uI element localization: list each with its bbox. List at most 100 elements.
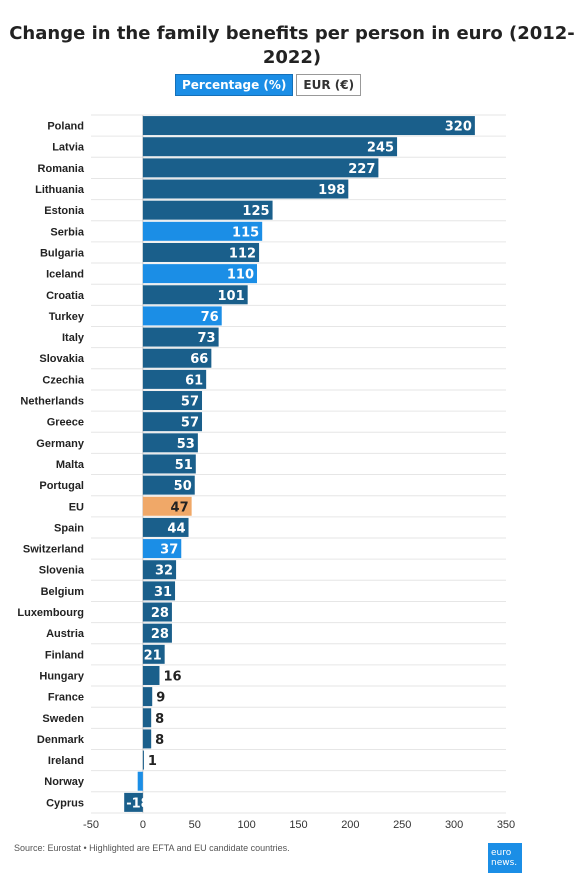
bar	[142, 116, 475, 136]
data-label: 110	[227, 268, 254, 283]
category-label: Greece	[47, 417, 84, 429]
data-label: 227	[348, 162, 375, 177]
category-label: Malta	[56, 459, 85, 471]
x-tick-label: 50	[189, 819, 201, 831]
category-label: Poland	[47, 121, 84, 133]
logo-line1: euro	[491, 848, 512, 858]
category-label: Finland	[45, 649, 84, 661]
bar	[142, 348, 212, 368]
bar	[142, 708, 152, 728]
data-label: 8	[155, 733, 164, 748]
category-label: Estonia	[44, 205, 85, 217]
bar	[142, 433, 198, 453]
euronews-logo: euro news.	[488, 843, 522, 873]
bar	[142, 729, 152, 749]
data-label: 9	[156, 691, 165, 706]
category-label: Spain	[54, 522, 84, 534]
data-label: 28	[151, 627, 169, 642]
category-label: Lithuania	[35, 184, 85, 196]
bar	[142, 644, 165, 664]
percentage-toggle-button[interactable]: Percentage (%)	[175, 74, 294, 96]
bar	[142, 179, 349, 199]
bar	[142, 602, 172, 622]
source-note: Source: Eurostat • Highlighted are EFTA …	[14, 843, 290, 853]
data-label: 28	[151, 606, 169, 621]
eur-toggle-button[interactable]: EUR (€)	[296, 74, 362, 96]
category-label: Switzerland	[23, 544, 84, 556]
category-label: Bulgaria	[40, 247, 85, 259]
data-label: 66	[190, 352, 208, 367]
category-label: Turkey	[49, 311, 85, 323]
bar	[142, 560, 177, 580]
x-tick-label: 300	[445, 819, 463, 831]
category-label: Serbia	[50, 226, 85, 238]
category-label: Croatia	[46, 290, 85, 302]
data-label: 21	[144, 648, 162, 663]
x-tick-label: -50	[83, 819, 99, 831]
x-tick-label: 200	[341, 819, 359, 831]
data-label: 50	[174, 479, 192, 494]
data-label: 73	[198, 331, 216, 346]
bar	[124, 792, 143, 812]
category-label: Romania	[38, 163, 85, 175]
data-label: 53	[177, 437, 195, 452]
data-label: 112	[229, 246, 256, 261]
bar	[142, 327, 219, 347]
category-label: Norway	[44, 776, 85, 788]
bar	[142, 306, 222, 326]
x-tick-label: 250	[393, 819, 411, 831]
category-label: Germany	[36, 438, 85, 450]
bar	[142, 539, 182, 559]
bar	[142, 581, 176, 601]
bar	[142, 200, 273, 220]
data-label: 32	[155, 564, 173, 579]
category-label: France	[48, 692, 84, 704]
category-label: Denmark	[37, 734, 85, 746]
data-label: 8	[155, 712, 164, 727]
x-tick-label: 100	[237, 819, 255, 831]
category-label: Belgium	[41, 586, 85, 598]
bar	[142, 158, 379, 178]
unit-toggle-group: Percentage (%) EUR (€)	[175, 74, 362, 96]
data-label: 44	[167, 521, 185, 536]
bar	[142, 369, 207, 389]
category-label: Iceland	[46, 269, 84, 281]
bar	[142, 475, 195, 495]
chart-title: Change in the family benefits per person…	[9, 23, 575, 68]
data-label: 125	[242, 204, 269, 219]
bar	[142, 285, 248, 305]
bar	[142, 750, 144, 770]
category-label: Hungary	[39, 670, 85, 682]
category-label: EU	[69, 501, 84, 513]
bar	[142, 412, 203, 432]
data-label: 320	[445, 120, 472, 135]
category-label: Portugal	[39, 480, 84, 492]
category-label: Sweden	[42, 713, 84, 725]
bar	[142, 665, 160, 685]
data-label: 51	[175, 458, 193, 473]
category-label: Slovenia	[39, 565, 85, 577]
bar	[142, 391, 203, 411]
data-label: 61	[185, 373, 203, 388]
data-label: 1	[148, 754, 157, 769]
data-label: 16	[163, 669, 181, 684]
category-label: Latvia	[52, 142, 85, 154]
data-label: 57	[181, 416, 199, 431]
bar	[142, 517, 189, 537]
category-label: Cyprus	[46, 797, 84, 809]
data-label: 245	[367, 141, 394, 156]
category-label: Austria	[46, 628, 85, 640]
bar	[142, 496, 192, 516]
category-label: Italy	[62, 332, 85, 344]
data-label: 47	[171, 500, 189, 515]
data-label: 31	[154, 585, 172, 600]
bar	[142, 454, 196, 474]
logo-line2: news.	[491, 858, 518, 868]
bar	[142, 687, 153, 707]
x-tick-label: 150	[289, 819, 307, 831]
x-tick-label: 0	[140, 819, 146, 831]
category-label: Netherlands	[20, 396, 84, 408]
category-label: Ireland	[48, 755, 84, 767]
x-tick-label: 350	[497, 819, 515, 831]
